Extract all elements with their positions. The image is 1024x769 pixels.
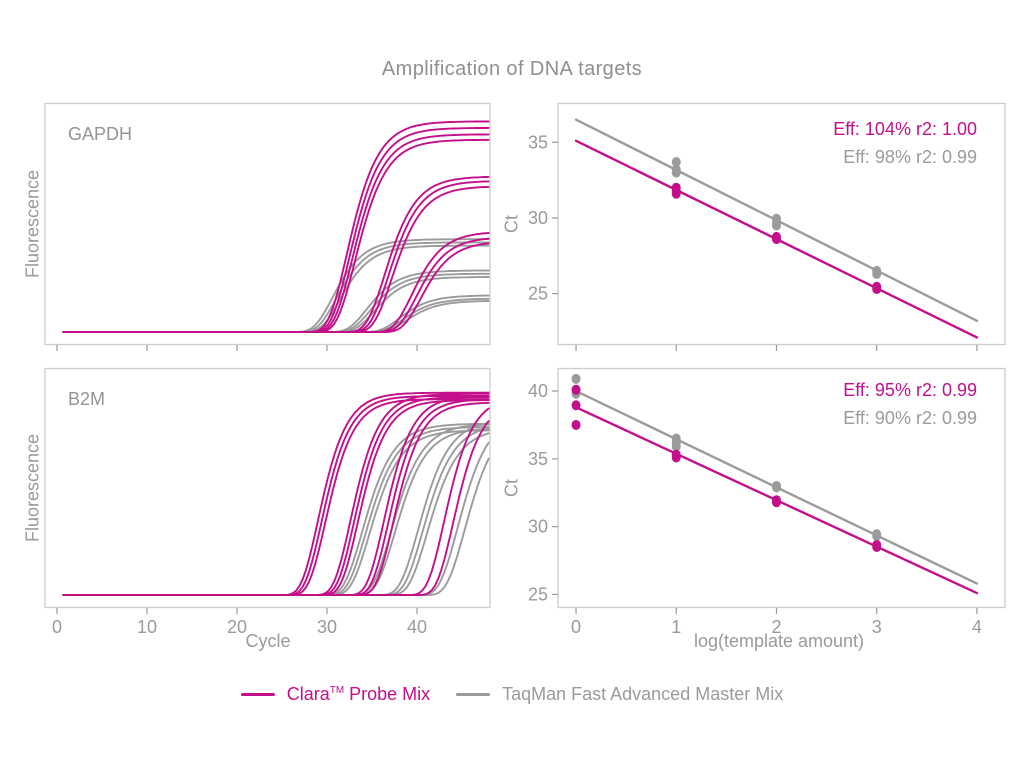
data-point xyxy=(571,419,581,430)
y-axis-label-fluorescence-b2m: Fluorescence xyxy=(22,433,43,543)
amplification-curve xyxy=(62,276,490,333)
data-point xyxy=(671,441,681,452)
amplification-curve xyxy=(62,423,490,597)
legend-item-taqman: TaqMan Fast Advanced Master Mix xyxy=(456,684,783,705)
amplification-curve xyxy=(62,126,490,333)
legend-item-clara: ClaraTM Probe Mix xyxy=(240,684,431,705)
data-point xyxy=(771,482,781,493)
panel-border xyxy=(557,367,1006,609)
amplification-curve xyxy=(62,441,490,597)
b2m-standard-curve-plot: 0 1 2 3 4 25 30 35 40 xyxy=(528,367,1006,637)
amplification-curve xyxy=(62,237,490,333)
amplification-curve xyxy=(62,407,490,597)
taqman-line-swatch xyxy=(456,693,491,696)
clara-line-swatch xyxy=(240,693,275,696)
x-tick-label: 20 xyxy=(227,617,247,637)
data-point xyxy=(771,234,781,245)
panel-label-b2m: B2M xyxy=(68,389,106,409)
amplification-curve xyxy=(62,300,490,333)
x-axis-label-cycle: Cycle xyxy=(245,631,291,651)
amplification-curve xyxy=(62,244,490,333)
y-axis-label-fluorescence-gapdh: Fluorescence xyxy=(22,169,43,279)
amplification-curve xyxy=(62,242,490,333)
x-tick-label: 2 xyxy=(771,617,781,637)
legend: ClaraTM Probe Mix TaqMan Fast Advanced M… xyxy=(0,684,1024,705)
x-tick-label: 30 xyxy=(317,617,337,637)
b2m-eff-taqman: Eff: 90% r2: 0.99 xyxy=(843,408,977,428)
data-point xyxy=(571,373,581,384)
x-tick-label: 1 xyxy=(671,617,681,637)
gapdh-amplification-plot xyxy=(44,102,491,351)
gapdh-standard-curve-plot: 25 30 35 xyxy=(528,102,1006,351)
amplification-curve xyxy=(62,391,490,597)
data-point xyxy=(872,541,882,552)
amplification-curve xyxy=(62,238,490,333)
data-point xyxy=(872,531,882,542)
figure-title: Amplification of DNA targets xyxy=(381,58,643,80)
x-tick-label: 10 xyxy=(137,617,157,637)
panel-label-gapdh: GAPDH xyxy=(68,124,133,144)
y-tick-label: 25 xyxy=(528,284,548,304)
x-tick-label: 0 xyxy=(52,617,62,637)
data-point xyxy=(872,268,882,279)
data-point xyxy=(671,452,681,463)
trademark-superscript: TM xyxy=(329,685,345,696)
amplification-curve xyxy=(62,294,490,333)
amplification-curve xyxy=(62,420,490,597)
x-tick-label: 0 xyxy=(571,617,581,637)
y-tick-label: 25 xyxy=(528,584,548,604)
gapdh-eff-clara: Eff: 104% r2: 1.00 xyxy=(833,119,977,139)
amplification-curve xyxy=(62,392,490,597)
data-point xyxy=(771,497,781,508)
y-tick-label: 30 xyxy=(528,517,548,537)
amplification-curve xyxy=(62,427,490,597)
x-tick-label: 40 xyxy=(407,617,427,637)
amplification-curve xyxy=(62,120,490,333)
y-axis-label-ct-gapdh: Ct xyxy=(501,215,522,233)
amplification-curve xyxy=(62,241,490,333)
x-tick-label: 3 xyxy=(872,617,882,637)
amplification-curve xyxy=(62,427,490,597)
amplification-curve xyxy=(62,426,490,597)
y-axis-label-ct-b2m: Ct xyxy=(501,479,522,497)
legend-label-clara: ClaraTM Probe Mix xyxy=(286,684,431,704)
amplification-curve xyxy=(62,401,490,597)
b2m-eff-clara: Eff: 95% r2: 0.99 xyxy=(843,380,977,400)
y-tick-label: 35 xyxy=(528,449,548,469)
data-point xyxy=(872,284,882,295)
data-point xyxy=(671,167,681,178)
data-point xyxy=(571,384,581,395)
x-tick-label: 4 xyxy=(972,617,982,637)
data-point xyxy=(771,220,781,231)
panel-border xyxy=(557,102,1006,346)
y-tick-label: 40 xyxy=(528,381,548,401)
b2m-amplification-plot: 0 10 20 30 40 xyxy=(44,367,491,637)
data-point xyxy=(671,156,681,167)
panel-border xyxy=(44,367,491,609)
data-point xyxy=(671,188,681,199)
legend-label-taqman: TaqMan Fast Advanced Master Mix xyxy=(502,684,784,704)
panel-border xyxy=(44,102,491,346)
gapdh-eff-taqman: Eff: 98% r2: 0.99 xyxy=(843,147,977,167)
data-point xyxy=(571,400,581,411)
y-tick-label: 30 xyxy=(528,208,548,228)
x-axis-label-log-template: log(template amount) xyxy=(693,631,865,651)
y-tick-label: 35 xyxy=(528,132,548,152)
amplification-curve xyxy=(62,394,490,597)
